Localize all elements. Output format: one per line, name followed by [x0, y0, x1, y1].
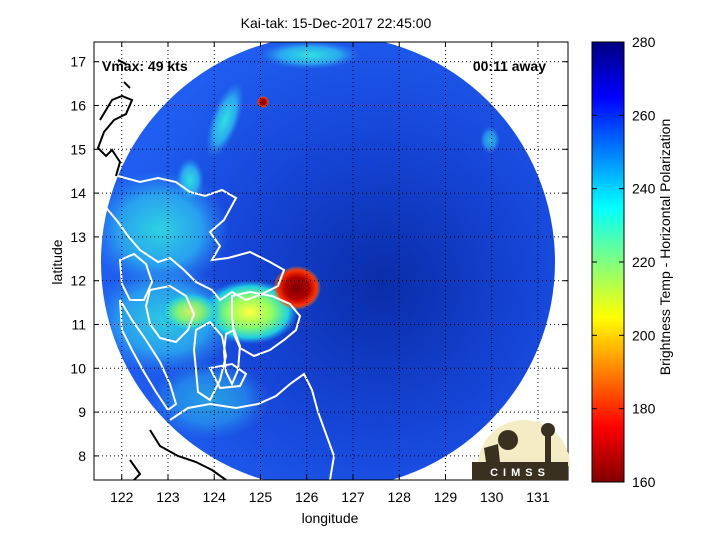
y-axis-label: latitude	[49, 239, 65, 284]
palawan-coast	[119, 299, 178, 412]
y-tick-label: 15	[70, 141, 86, 157]
north-band-2	[176, 158, 204, 202]
axes-frame	[93, 41, 569, 481]
y-tick-label: 14	[70, 185, 86, 201]
colorbar-tick-label: 220	[632, 254, 656, 270]
east-spots	[480, 126, 500, 154]
panay-warm-region	[160, 292, 220, 332]
y-tick-label: 10	[70, 360, 86, 376]
grid	[94, 42, 568, 480]
logo-dish-icon	[498, 430, 518, 450]
luzon-coast	[99, 175, 286, 302]
north-band-3	[260, 42, 360, 69]
colorbar-tick-label: 180	[632, 401, 656, 417]
logo-base	[472, 462, 568, 480]
logo-satellite-icon	[484, 444, 500, 462]
logo-text: CIMSS	[490, 467, 550, 479]
bohol-coast	[208, 362, 248, 390]
colorbar-tick-label: 200	[632, 327, 656, 343]
cimss-logo: CIMSS	[472, 420, 570, 480]
y-tick-label: 17	[70, 54, 86, 70]
north-band-1	[206, 82, 244, 158]
colorbar	[591, 41, 625, 483]
y-axis: 8 9 10 11 12 13 14 15 16 17	[70, 54, 568, 464]
colorbar-tick-label: 240	[632, 181, 656, 197]
cebu-coast	[222, 328, 242, 387]
x-tick-label: 126	[295, 489, 319, 505]
colorbar-tick-label: 160	[632, 474, 656, 490]
x-tick-label: 129	[434, 489, 458, 505]
x-tick-label: 124	[203, 489, 227, 505]
x-tick-label: 131	[526, 489, 550, 505]
y-tick-label: 16	[70, 98, 86, 114]
x-axis-label: longitude	[302, 510, 359, 526]
negros-coast	[192, 320, 228, 402]
logo-tower-icon	[545, 430, 551, 462]
y-tick-label: 12	[70, 273, 86, 289]
x-tick-label: 127	[341, 489, 365, 505]
mindanao-south-coast	[129, 429, 227, 480]
x-tick-label: 130	[480, 489, 504, 505]
colorbar-label: Brightness Temp - Horizontal Polarizatio…	[657, 119, 673, 376]
convective-cell	[257, 96, 269, 108]
mindoro-coast	[118, 252, 154, 301]
y-tick-label: 8	[78, 448, 86, 464]
y-tick-label: 11	[71, 317, 86, 333]
colorbar-tick-label: 280	[632, 34, 656, 50]
luzon-north-coast	[96, 94, 134, 177]
storm-core	[273, 266, 321, 310]
coastlines	[96, 59, 336, 480]
colorbar-tick-label: 260	[632, 107, 656, 123]
mindanao-coast	[169, 372, 336, 480]
y-tick-label: 9	[78, 404, 86, 420]
colorbar-ticks: 160 180 200 220 240 260 280	[592, 34, 656, 490]
vmax-annotation: Vmax: 49 kts	[102, 58, 188, 74]
x-tick-label: 125	[249, 489, 273, 505]
x-tick-label: 123	[156, 489, 180, 505]
y-tick-label: 13	[70, 229, 86, 245]
x-tick-label: 122	[110, 489, 134, 505]
chart-title: Kai-tak: 15-Dec-2017 22:45:00	[241, 15, 432, 31]
panay-coast	[144, 284, 196, 344]
x-tick-label: 128	[388, 489, 412, 505]
time-away-annotation: 00:11 away	[473, 58, 546, 74]
logo-tower-top-icon	[541, 423, 555, 437]
samar-coast	[231, 290, 302, 358]
